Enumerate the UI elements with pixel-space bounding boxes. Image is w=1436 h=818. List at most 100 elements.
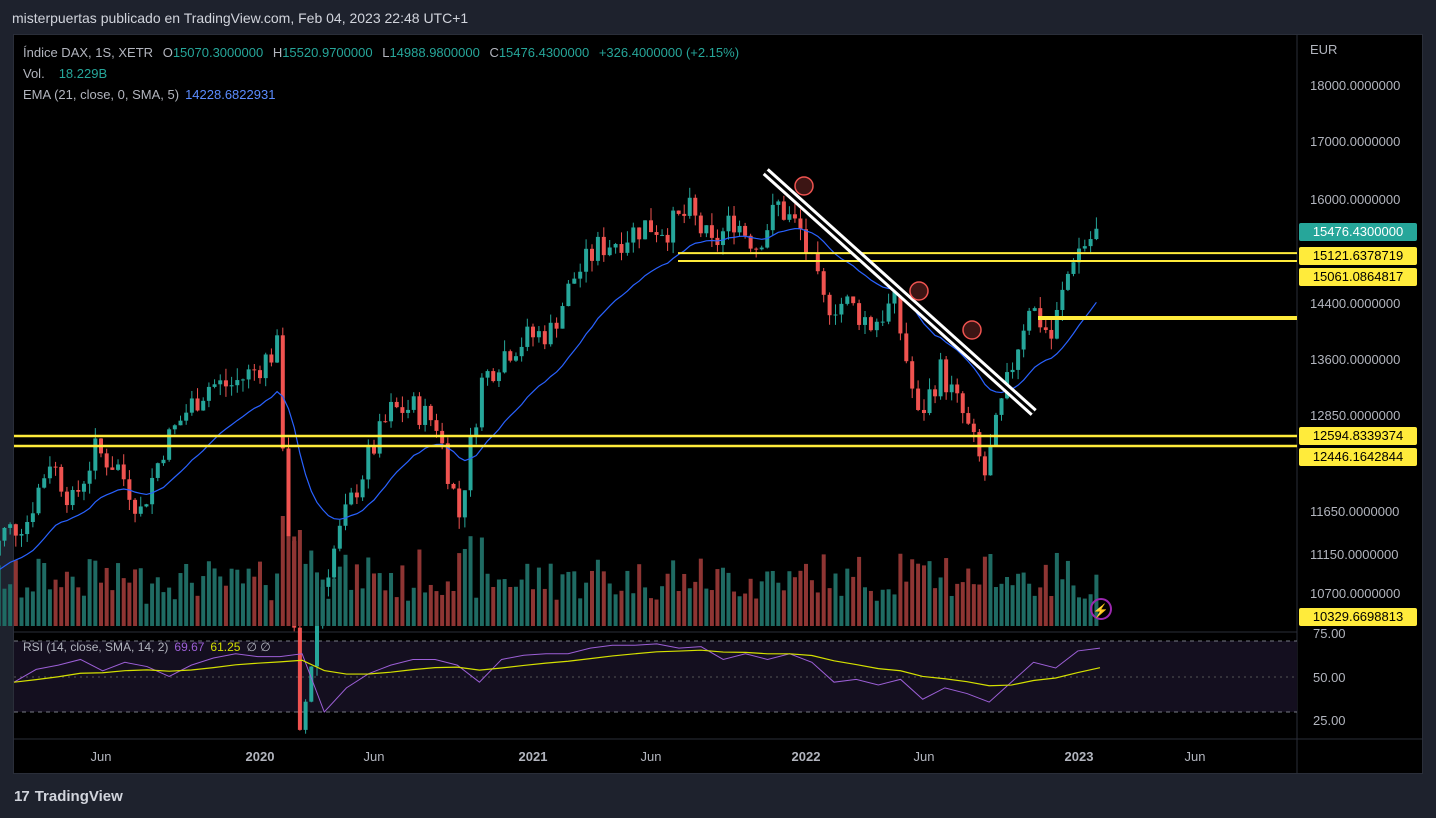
volume-bar bbox=[2, 588, 7, 626]
volume-bar bbox=[743, 593, 748, 626]
volume-bar bbox=[759, 581, 764, 626]
tradingview-logo-icon: 17 bbox=[14, 788, 30, 805]
volume-bar bbox=[821, 554, 826, 626]
candle-body bbox=[354, 492, 359, 498]
legend-high: H15520.9700000 bbox=[272, 45, 373, 60]
candle-body bbox=[457, 488, 462, 518]
trendline-inner bbox=[764, 170, 1035, 414]
volume-bar bbox=[491, 586, 496, 626]
candle-body bbox=[332, 548, 337, 578]
legend-main: Índice DAX, 1S, XETR O15070.3000000 H155… bbox=[23, 45, 745, 60]
candle-body bbox=[531, 326, 535, 338]
candle-body bbox=[104, 453, 109, 468]
volume-bar bbox=[104, 567, 109, 626]
legend-close: C15476.4300000 bbox=[489, 45, 590, 60]
candle-body bbox=[513, 356, 518, 361]
volume-bar bbox=[394, 597, 399, 626]
candle-body bbox=[155, 463, 160, 478]
candle-body bbox=[235, 380, 240, 386]
candle-body bbox=[578, 271, 583, 279]
candle-body bbox=[246, 369, 251, 380]
volume-bar bbox=[195, 595, 200, 626]
candle-body bbox=[121, 464, 126, 480]
time-tick-label: 2023 bbox=[1065, 749, 1094, 764]
candle-body bbox=[754, 248, 759, 250]
volume-bar bbox=[765, 571, 770, 626]
candle-body bbox=[116, 464, 121, 470]
volume-bar bbox=[445, 581, 450, 626]
candle-body bbox=[787, 214, 792, 220]
candle-body bbox=[428, 405, 433, 421]
candle-body bbox=[377, 421, 382, 454]
volume-bar bbox=[8, 584, 13, 626]
legend-open: O15070.3000000 bbox=[162, 45, 264, 60]
volume-bar bbox=[275, 573, 280, 626]
candle-body bbox=[53, 466, 58, 468]
volume-bar bbox=[548, 563, 553, 626]
volume-bar bbox=[13, 560, 18, 626]
volume-bar bbox=[531, 589, 535, 626]
candle-body bbox=[451, 483, 456, 489]
volume-bar bbox=[1027, 583, 1032, 626]
candle-body bbox=[42, 478, 47, 488]
candle-body bbox=[1010, 369, 1015, 373]
time-tick-label: 2020 bbox=[246, 749, 275, 764]
lightning-icon[interactable]: ⚡ bbox=[1090, 598, 1112, 620]
candle-body bbox=[434, 420, 439, 431]
volume-bar bbox=[868, 590, 873, 626]
level-label-1: 15121.6378719 bbox=[1299, 247, 1417, 265]
volume-bar bbox=[280, 516, 285, 626]
volume-bar bbox=[400, 565, 405, 626]
volume-bar bbox=[1043, 564, 1048, 626]
candle-body bbox=[904, 333, 909, 362]
candle-body bbox=[625, 242, 630, 253]
volume-bar bbox=[25, 587, 30, 626]
volume-bar bbox=[737, 596, 742, 626]
candle-body bbox=[1060, 289, 1065, 310]
volume-bar bbox=[70, 576, 75, 626]
volume-bar bbox=[411, 587, 416, 626]
volume-bar bbox=[1016, 573, 1021, 626]
candle-body bbox=[462, 490, 467, 518]
candle-body bbox=[150, 477, 155, 505]
candle-body bbox=[720, 231, 725, 246]
candle-body bbox=[25, 521, 30, 535]
volume-bar bbox=[519, 579, 524, 626]
candle-body bbox=[933, 389, 938, 397]
volume-bar bbox=[732, 591, 737, 626]
currency-label: EUR bbox=[1310, 42, 1338, 57]
candle-body bbox=[671, 210, 676, 243]
volume-bar bbox=[508, 586, 513, 626]
volume-bar bbox=[754, 598, 759, 626]
candle-body bbox=[93, 438, 98, 471]
candle-body bbox=[892, 289, 897, 304]
legend-ema: EMA (21, close, 0, SMA, 5) 14228.6822931 bbox=[23, 87, 276, 102]
volume-bar bbox=[93, 560, 98, 626]
candle-body bbox=[389, 401, 394, 422]
candle-body bbox=[977, 432, 982, 457]
volume-bar bbox=[240, 583, 245, 626]
volume-bar bbox=[590, 570, 594, 626]
volume-bar bbox=[595, 559, 600, 626]
volume-bar bbox=[172, 599, 177, 626]
volume-bar bbox=[206, 561, 211, 626]
candle-body bbox=[993, 414, 998, 446]
candle-body bbox=[566, 283, 571, 307]
candle-body bbox=[223, 380, 228, 387]
volume-bar bbox=[904, 581, 909, 626]
volume-bar bbox=[161, 592, 166, 626]
volume-bar bbox=[326, 598, 331, 626]
candle-body bbox=[827, 294, 832, 316]
volume-bar bbox=[792, 577, 797, 626]
candle-body bbox=[792, 214, 797, 219]
volume-bar bbox=[366, 557, 371, 626]
volume-bar bbox=[536, 567, 541, 626]
candle-body bbox=[759, 247, 764, 250]
volume-bar bbox=[377, 573, 382, 626]
legend-low: L14988.9800000 bbox=[382, 45, 480, 60]
volume-bar bbox=[468, 536, 473, 626]
candle-body bbox=[133, 499, 138, 514]
volume-bar bbox=[389, 572, 394, 626]
candle-body bbox=[366, 446, 371, 480]
